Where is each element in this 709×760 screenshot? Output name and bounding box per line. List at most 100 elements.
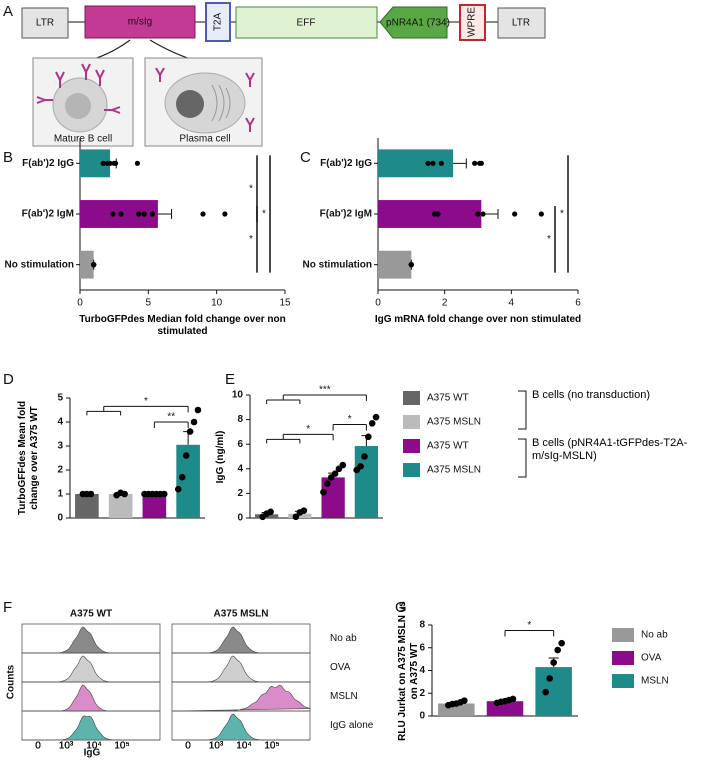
y-tick-label: 2 [419, 688, 425, 699]
data-point [136, 211, 142, 217]
element-label: pNR4A1 (734) [386, 18, 450, 29]
x-tick-label: 10³ [209, 741, 224, 752]
cell-label: Mature B cell [54, 134, 112, 145]
data-point [438, 160, 444, 166]
data-point [149, 211, 156, 217]
x-tick-label: 0 [185, 741, 191, 752]
data-point [174, 485, 182, 493]
y-tick-label: 4 [419, 665, 425, 676]
data-point [292, 513, 300, 521]
significance-label: * [348, 414, 352, 425]
data-point [186, 428, 194, 435]
x-tick-label: 10⁵ [114, 741, 129, 752]
y-tick-label: 3 [57, 441, 63, 452]
y-tick-label: 10 [232, 390, 244, 401]
category-label: F(ab')2 IgM [22, 209, 74, 220]
data-point [121, 490, 128, 498]
x-tick-label: 10³ [59, 741, 74, 752]
bar [75, 494, 99, 518]
data-point [461, 697, 468, 704]
bar [321, 477, 345, 518]
data-point [550, 659, 557, 666]
data-point [361, 453, 368, 460]
x-tick-label: 2 [442, 298, 448, 309]
legend-swatch [612, 651, 634, 665]
plasma-cell [164, 72, 246, 134]
column-header: A375 WT [70, 609, 112, 620]
x-tick-label: 0 [35, 741, 41, 752]
data-point [178, 473, 186, 481]
x-tick-label: 15 [279, 298, 291, 309]
y-axis-label: RLU Jurkat on A375 MSLN vs on A375 WT [397, 600, 420, 741]
nucleus [176, 90, 204, 118]
x-tick-label: 4 [509, 298, 515, 309]
data-point [538, 211, 544, 217]
data-point [554, 646, 561, 654]
significance-label: * [262, 209, 266, 220]
y-tick-label: 8 [419, 620, 425, 631]
significance-label: * [249, 234, 253, 245]
data-point [339, 461, 347, 469]
y-tick-label: 0 [57, 513, 63, 524]
x-axis-label: IgG [84, 748, 101, 759]
x-tick-label: 10³ [209, 741, 224, 752]
histogram [172, 626, 310, 654]
significance-label: * [560, 209, 564, 220]
category-label: No stimulation [303, 259, 372, 270]
cell-label: Plasma cell [179, 134, 230, 145]
bar [378, 250, 412, 279]
x-tick-label: 10⁵ [114, 741, 129, 752]
x-tick-label: 10⁵ [114, 741, 129, 752]
data-point [357, 463, 364, 470]
x-axis-label: IgG mRNA fold change over non stimulated [374, 314, 582, 325]
bar [288, 513, 312, 518]
significance-label: * [144, 396, 148, 407]
data-point [475, 211, 481, 217]
row-label: MSLN [330, 691, 358, 702]
category-label: F(ab')2 IgM [320, 209, 372, 220]
data-point [134, 160, 140, 166]
data-point [372, 413, 380, 421]
x-tick-label: 10³ [209, 741, 224, 752]
y-tick-label: 1 [57, 489, 63, 500]
data-point [222, 211, 228, 217]
column-header: A375 MSLN [213, 609, 268, 620]
legend-label: OVA [641, 653, 662, 664]
x-tick-label: 10³ [59, 741, 74, 752]
x-tick-label: 0 [35, 741, 41, 752]
data-point [368, 419, 376, 427]
y-tick-label: 6 [237, 439, 243, 450]
er-lines [211, 84, 231, 122]
x-tick-label: 10⁴ [86, 741, 101, 752]
eff-box [235, 6, 378, 39]
panel-label: B [3, 149, 13, 166]
antibody-icons [155, 67, 255, 132]
category-label: No stimulation [5, 259, 74, 270]
panel-label: E [225, 371, 235, 388]
data-point [542, 688, 549, 696]
y-tick-label: 4 [237, 463, 243, 474]
significance-label: * [527, 620, 531, 631]
data-point [509, 695, 517, 703]
legend-swatch [403, 415, 420, 429]
x-tick-label: 10³ [59, 741, 74, 752]
bar [108, 494, 133, 518]
x-tick-label: 10⁵ [264, 741, 279, 752]
x-tick-label: 0 [185, 741, 191, 752]
legend-label: A375 WT [427, 393, 469, 404]
data-point [112, 160, 119, 166]
legend-label: No ab [641, 630, 668, 641]
antibody-icons [36, 63, 121, 114]
y-axis-label: TurboGFFdes Mean fold change over A375 W… [17, 400, 40, 516]
x-tick-label: 10⁵ [114, 741, 129, 752]
x-tick-label: 10⁵ [264, 741, 279, 752]
y-tick-label: 2 [57, 465, 63, 476]
promoter-box [379, 6, 448, 39]
legend-bracket [518, 390, 527, 430]
element-label: EFF [297, 18, 316, 29]
panel-label: G [395, 599, 407, 616]
x-axis-label: TurboGFPdes Median fold change over non … [79, 314, 286, 337]
x-tick-label: 10⁴ [236, 741, 251, 752]
